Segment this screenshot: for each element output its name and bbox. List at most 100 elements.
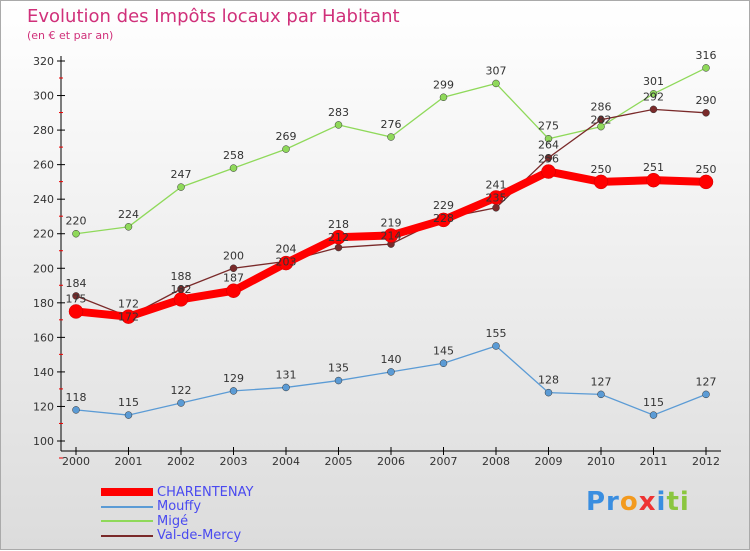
- data-label: 127: [696, 375, 717, 388]
- data-point: [488, 190, 504, 205]
- data-label: 204: [276, 242, 297, 255]
- chart-subtitle: (en € et par an): [27, 29, 114, 42]
- data-point: [177, 399, 185, 407]
- data-label: 250: [591, 163, 612, 176]
- data-label: 212: [328, 231, 349, 244]
- data-point: [544, 388, 553, 397]
- data-point: [72, 406, 80, 414]
- data-point: [698, 174, 714, 190]
- data-label: 218: [328, 218, 349, 231]
- y-tick-label: 260: [33, 159, 54, 172]
- data-point: [226, 283, 241, 298]
- x-tick-label: 2002: [167, 455, 195, 468]
- data-point: [177, 183, 185, 191]
- x-tick-label: 2003: [220, 455, 248, 468]
- data-label: 135: [328, 362, 349, 375]
- data-label: 129: [223, 372, 244, 385]
- data-point: [334, 243, 343, 252]
- y-tick-label: 200: [33, 262, 54, 275]
- y-tick-label: 180: [33, 297, 54, 310]
- data-point: [121, 309, 136, 324]
- data-point: [72, 229, 80, 238]
- data-label: 172: [118, 298, 139, 311]
- x-tick-label: 2001: [115, 455, 143, 468]
- data-label: 247: [171, 168, 192, 181]
- data-label: 184: [66, 277, 87, 290]
- data-point: [278, 255, 294, 271]
- legend: CHARENTENAY Mouffy Migé Val-de-Mercy: [101, 485, 253, 543]
- x-tick-label: 2006: [377, 455, 405, 468]
- data-label: 256: [538, 153, 559, 166]
- data-point: [544, 134, 553, 143]
- data-point: [124, 223, 133, 231]
- legend-item: Mouffy: [101, 499, 253, 515]
- data-label: 203: [276, 255, 297, 268]
- data-point: [334, 376, 343, 385]
- data-label: 228: [433, 212, 454, 225]
- x-tick-label: 2012: [692, 455, 720, 468]
- legend-item: Migé: [101, 514, 253, 529]
- data-label: 145: [433, 344, 454, 357]
- data-point: [702, 390, 710, 399]
- data-label: 219: [381, 216, 402, 229]
- data-label: 250: [696, 163, 717, 176]
- x-tick-label: 2009: [535, 455, 563, 468]
- data-label: 118: [66, 391, 87, 404]
- data-label: 172: [118, 311, 139, 324]
- data-label: 264: [538, 139, 559, 152]
- data-point: [702, 64, 710, 72]
- y-tick-label: 140: [33, 366, 54, 379]
- data-point: [492, 204, 500, 212]
- data-point: [597, 390, 605, 399]
- data-point: [544, 153, 553, 162]
- data-label: 251: [643, 161, 664, 174]
- x-tick-label: 2004: [272, 455, 300, 468]
- data-label: 115: [643, 396, 664, 409]
- data-label: 127: [591, 375, 612, 388]
- data-point: [387, 133, 395, 141]
- y-tick-label: 240: [33, 193, 54, 206]
- data-label: 307: [486, 64, 507, 77]
- data-label: 275: [538, 120, 559, 133]
- data-label: 115: [118, 396, 139, 409]
- data-label: 286: [591, 101, 612, 114]
- y-tick-label: 160: [33, 331, 54, 344]
- y-tick-label: 120: [33, 400, 54, 413]
- data-label: 292: [643, 90, 664, 103]
- legend-item: Val-de-Mercy: [101, 528, 253, 544]
- data-point: [334, 121, 343, 129]
- data-point: [173, 292, 189, 307]
- data-point: [439, 93, 448, 102]
- data-label: 122: [171, 384, 192, 397]
- data-point: [72, 292, 80, 300]
- legend-label: Mouffy: [157, 499, 202, 515]
- data-point: [68, 304, 84, 319]
- data-label: 301: [643, 75, 664, 88]
- data-label: 299: [433, 78, 454, 91]
- data-label: 241: [486, 178, 507, 191]
- data-point: [282, 145, 290, 153]
- data-label: 187: [223, 272, 244, 285]
- data-point: [229, 164, 238, 172]
- data-label: 140: [381, 353, 402, 366]
- x-tick-label: 2000: [62, 455, 90, 468]
- data-point: [649, 105, 658, 114]
- data-point: [383, 228, 399, 243]
- data-point: [229, 264, 238, 273]
- data-point: [593, 174, 609, 190]
- y-tick-label: 280: [33, 124, 54, 137]
- legend-label: Val-de-Mercy: [157, 528, 242, 544]
- data-label: 276: [381, 118, 402, 131]
- series-line-Migé: [75, 67, 707, 235]
- data-point: [492, 342, 500, 350]
- data-label: 269: [276, 130, 297, 143]
- x-tick-label: 2007: [430, 455, 458, 468]
- data-point: [492, 79, 500, 88]
- data-point: [229, 387, 238, 395]
- x-tick-label: 2011: [640, 455, 668, 468]
- data-point: [387, 368, 395, 376]
- data-label: 188: [171, 270, 192, 283]
- data-point: [649, 411, 658, 419]
